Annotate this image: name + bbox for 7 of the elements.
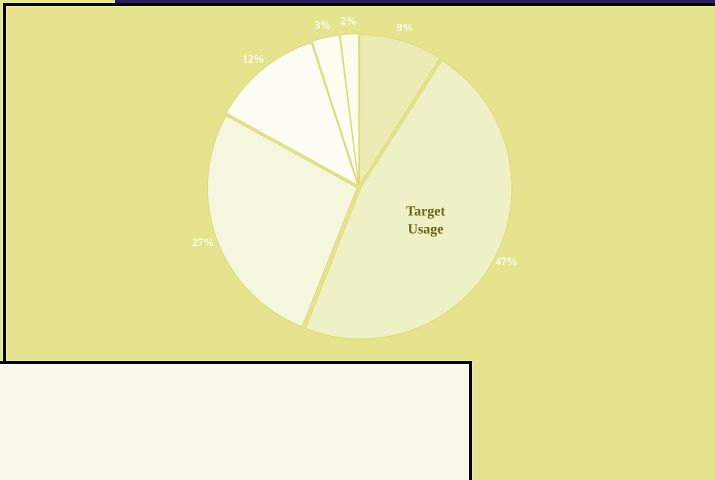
- data-label: 3%: [314, 19, 332, 32]
- data-label: 2%: [340, 16, 357, 28]
- data-label: 9%: [396, 22, 414, 34]
- data-label: 47%: [495, 256, 518, 268]
- slice-label: Target Usage: [406, 204, 446, 238]
- data-label: 12%: [242, 53, 265, 66]
- data-label: 27%: [192, 236, 214, 249]
